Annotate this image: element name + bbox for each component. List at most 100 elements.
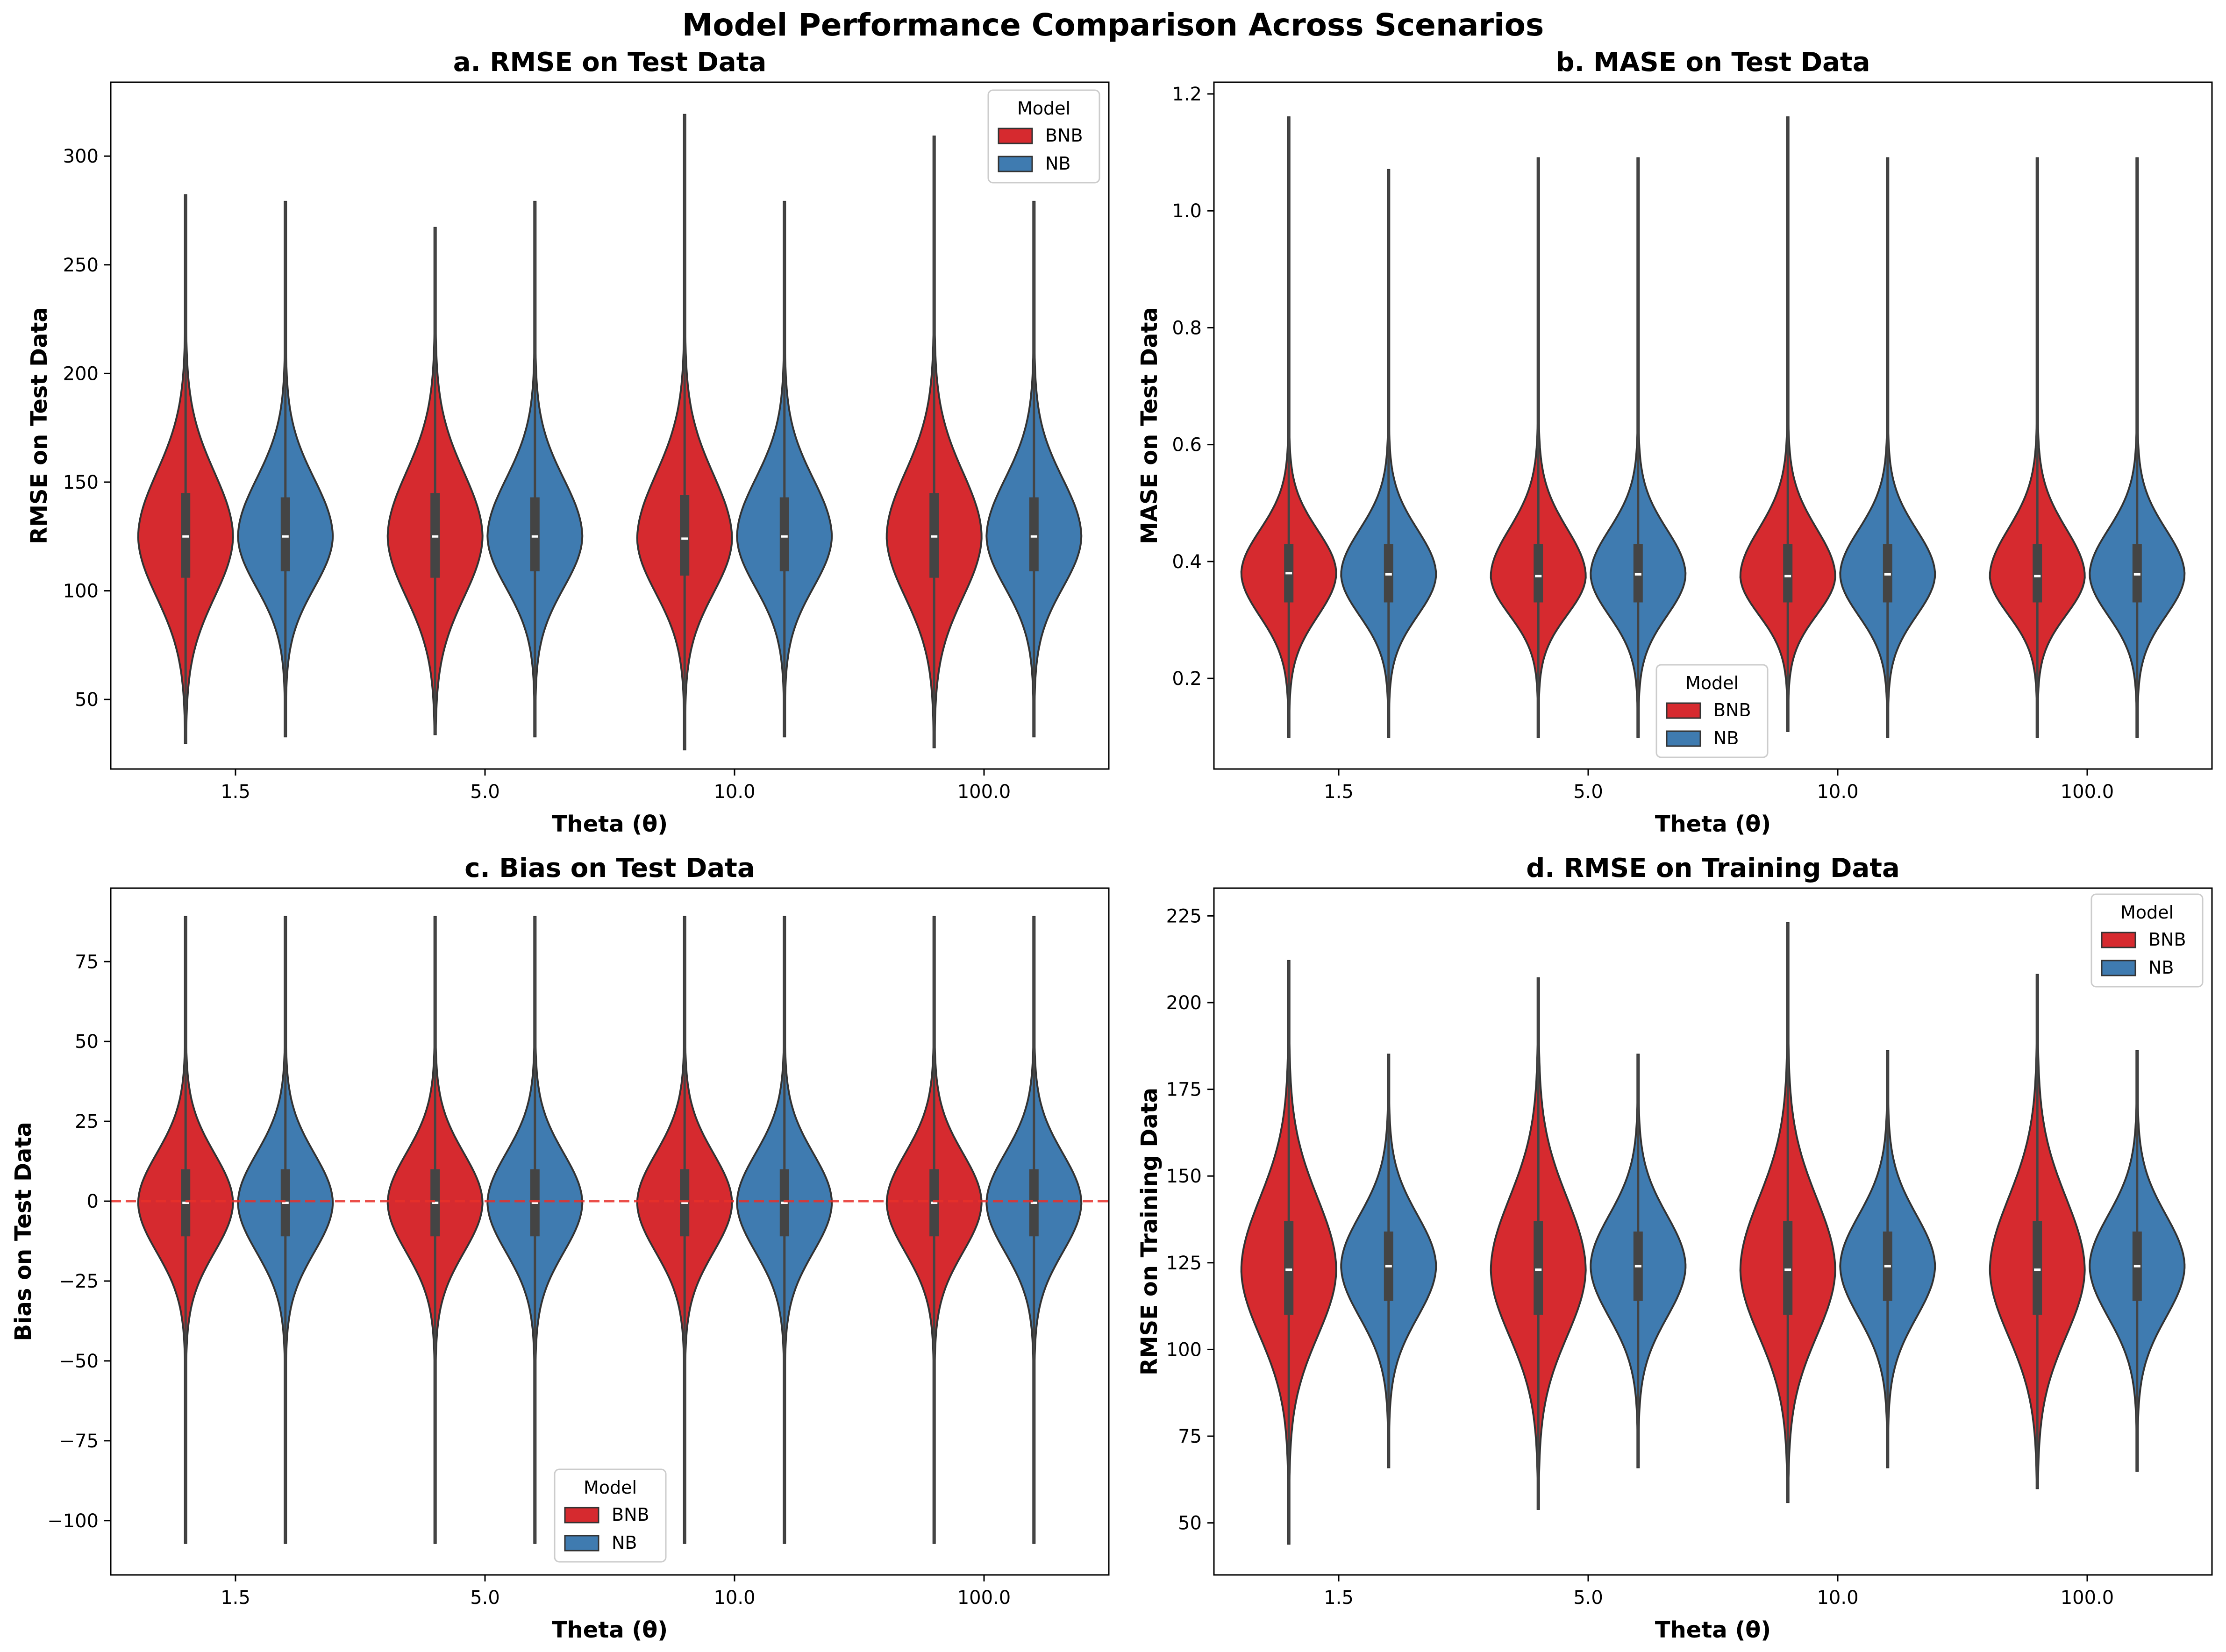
chart-title: a. RMSE on Test Data <box>453 47 767 78</box>
violin-bnb-5.0 <box>386 227 484 735</box>
violin-iqr-box <box>1534 544 1543 603</box>
y-tick-label: 225 <box>1166 905 1202 927</box>
chart-title: b. MASE on Test Data <box>1555 47 1870 78</box>
axes-frame <box>1213 81 2213 770</box>
legend-label-bnb: BNB <box>1713 700 1751 720</box>
x-tick-label: 5.0 <box>470 781 500 803</box>
violin-bnb-10.0 <box>636 916 733 1544</box>
violins <box>1240 922 2186 1545</box>
y-tick-label: 150 <box>1166 1166 1202 1187</box>
x-axis-label: Theta (θ) <box>1655 811 1771 837</box>
y-tick-label: 0.8 <box>1172 317 1202 339</box>
chart-title: c. Bias on Test Data <box>464 853 755 883</box>
violin-nb-1.5 <box>1340 169 1437 738</box>
legend-swatch-nb <box>1666 730 1701 747</box>
violin-iqr-box <box>1783 544 1793 603</box>
violin-nb-10.0 <box>736 916 833 1544</box>
legend-title: Model <box>1685 673 1739 693</box>
legend-swatch-nb <box>998 156 1033 172</box>
chart-panel-2: 0.2 0.4 0.6 0.8 1.0 1.2 1.5 5.0 10.0 100.0 b. MASE… <box>1136 47 2213 837</box>
y-tick-label: 0.4 <box>1172 551 1202 573</box>
y-tick-label: 1.2 <box>1172 84 1202 105</box>
violin-bnb-1.5 <box>137 194 234 744</box>
violin-iqr-box <box>2033 544 2042 603</box>
axes-frame <box>110 887 1110 1576</box>
y-tick-label: 25 <box>75 1111 99 1132</box>
x-tick-label: 10.0 <box>713 781 755 803</box>
legend-swatch-nb <box>2101 960 2136 976</box>
legend-label-nb: NB <box>1713 728 1739 748</box>
violin-iqr-box <box>779 497 789 571</box>
violin-nb-5.0 <box>1590 157 1687 738</box>
legend: Model BNB NB <box>2090 893 2204 988</box>
violin-nb-1.5 <box>237 200 334 738</box>
violin-bnb-10.0 <box>1739 116 1836 732</box>
violin-iqr-box <box>1029 497 1039 571</box>
violin-bnb-5.0 <box>1490 157 1587 738</box>
violin-iqr-box <box>530 497 540 571</box>
x-tick-label: 10.0 <box>1817 1587 1858 1609</box>
y-tick-label: 75 <box>75 951 99 973</box>
chart-panel-4: 50 75 100 125 150 175 200 225 1.5 5.0 10.0 100.0 d. … <box>1136 853 2213 1643</box>
x-axis-label: Theta (θ) <box>552 1617 668 1643</box>
violin-nb-10.0 <box>1839 157 1936 738</box>
y-tick-label: 100 <box>1166 1339 1202 1360</box>
y-tick-label: 150 <box>63 472 99 493</box>
chart-panel-3: −100 −75 −50 −25 0 25 50 75 1.5 5.0 10.0 100.0 c. Bi… <box>10 853 1110 1643</box>
y-tick-label: 75 <box>1178 1426 1202 1447</box>
y-tick-label: 300 <box>63 146 99 167</box>
violin-bnb-1.5 <box>1240 116 1337 738</box>
y-tick-label: 0 <box>87 1191 99 1212</box>
violin-bnb-1.5 <box>1240 960 1337 1545</box>
y-tick-label: 0.2 <box>1172 668 1202 690</box>
x-tick-label: 1.5 <box>1324 1587 1354 1609</box>
violin-iqr-box <box>1384 544 1393 603</box>
legend-swatch-bnb <box>1666 702 1701 719</box>
violin-nb-100.0 <box>2089 1050 2186 1472</box>
y-tick-label: 175 <box>1166 1079 1202 1101</box>
y-tick-label: 0.6 <box>1172 434 1202 456</box>
violin-nb-100.0 <box>2089 157 2186 738</box>
violin-iqr-box <box>1534 1221 1543 1315</box>
x-tick-label: 5.0 <box>470 1587 500 1609</box>
violin-iqr-box <box>1633 544 1643 603</box>
violin-nb-10.0 <box>1839 1050 1936 1468</box>
y-tick-label: −100 <box>47 1510 99 1532</box>
violin-nb-100.0 <box>985 200 1083 738</box>
violin-iqr-box <box>2132 544 2142 603</box>
y-axis-label: Bias on Test Data <box>10 1122 36 1341</box>
violin-nb-1.5 <box>237 916 334 1544</box>
y-tick-label: 200 <box>63 363 99 385</box>
legend-swatch-bnb <box>2101 932 2136 948</box>
violins <box>137 114 1083 751</box>
x-tick-label: 10.0 <box>713 1587 755 1609</box>
axes-frame <box>1213 887 2213 1576</box>
legend-swatch-bnb <box>998 128 1033 144</box>
violin-bnb-100.0 <box>1989 974 2086 1489</box>
violin-iqr-box <box>1783 1221 1793 1315</box>
violins <box>137 916 1083 1544</box>
violin-nb-5.0 <box>486 916 584 1544</box>
y-axis-label: MASE on Test Data <box>1136 307 1163 544</box>
y-tick-label: 125 <box>1166 1253 1202 1274</box>
legend: Model BNB NB <box>554 1468 667 1563</box>
violin-iqr-box <box>1883 544 1892 603</box>
violin-bnb-1.5 <box>137 916 234 1544</box>
violin-bnb-5.0 <box>386 916 484 1544</box>
chart-panel-1: 50 100 150 200 250 300 1.5 5.0 10.0 100.0 a. RMSE … <box>26 47 1110 837</box>
legend-title: Model <box>2120 902 2174 923</box>
y-tick-label: −75 <box>59 1431 99 1452</box>
x-tick-label: 1.5 <box>221 781 250 803</box>
legend: Model BNB NB <box>987 89 1100 184</box>
y-axis-label: RMSE on Training Data <box>1136 1088 1163 1375</box>
violin-bnb-5.0 <box>1490 977 1587 1510</box>
x-axis-label: Theta (θ) <box>552 811 668 837</box>
x-tick-label: 5.0 <box>1573 1587 1603 1609</box>
y-tick-label: 50 <box>75 1031 99 1053</box>
legend: Model BNB NB <box>1655 664 1769 758</box>
legend-title: Model <box>584 1477 637 1498</box>
violin-bnb-100.0 <box>1989 157 2086 738</box>
